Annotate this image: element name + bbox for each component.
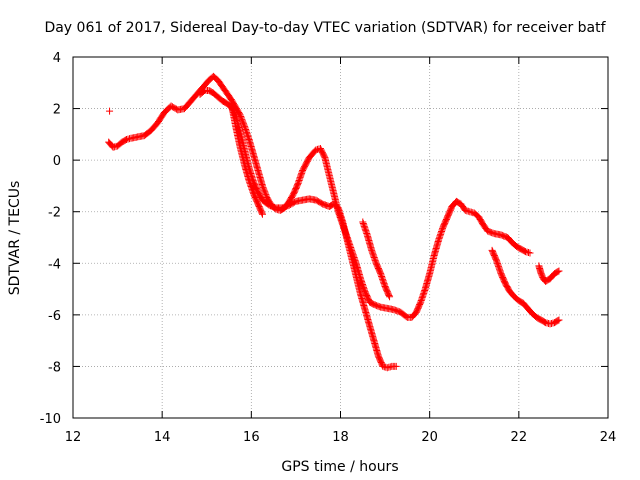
track-d-point <box>386 293 394 301</box>
track-a-point <box>240 121 248 129</box>
grid-lines <box>73 57 608 418</box>
track-a-point <box>260 185 268 193</box>
track-d-point <box>385 292 393 300</box>
track-a-point <box>526 249 534 257</box>
track-b-point <box>392 362 400 370</box>
track-a-point <box>259 183 267 191</box>
track-a-point <box>261 188 269 196</box>
x-axis-label: GPS time / hours <box>281 459 398 475</box>
track-f-point <box>555 267 563 275</box>
track-c-point <box>258 210 266 218</box>
y-tick-label: -10 <box>40 412 61 427</box>
y-tick-label: -6 <box>48 309 61 324</box>
track-e-point <box>554 317 562 325</box>
y-tick-label: 2 <box>53 103 61 118</box>
x-tick-label: 12 <box>65 430 82 445</box>
y-tick-label: -2 <box>48 206 61 221</box>
track-a-point <box>258 182 266 190</box>
track-e-point <box>555 316 563 324</box>
x-tick-label: 18 <box>332 430 349 445</box>
x-tick-label: 14 <box>154 430 171 445</box>
y-axis-label: SDTVAR / TECUs <box>7 181 23 296</box>
y-tick-label: 0 <box>53 154 61 169</box>
track-a-point <box>262 191 270 199</box>
y-tick-label: -8 <box>48 360 61 375</box>
isolated-point-point <box>106 107 114 115</box>
data-points <box>105 72 563 372</box>
track-f-point <box>554 268 562 276</box>
y-tick-label: 4 <box>53 51 61 66</box>
chart-title: Day 061 of 2017, Sidereal Day-to-day VTE… <box>44 20 606 36</box>
x-tick-label: 24 <box>600 430 617 445</box>
track-a-point <box>260 186 268 194</box>
x-tick-label: 20 <box>421 430 438 445</box>
x-tick-label: 22 <box>511 430 528 445</box>
track-c-point <box>258 209 266 217</box>
track-a-point <box>261 189 269 197</box>
y-tick-label: -4 <box>48 257 61 272</box>
x-tick-label: 16 <box>243 430 260 445</box>
